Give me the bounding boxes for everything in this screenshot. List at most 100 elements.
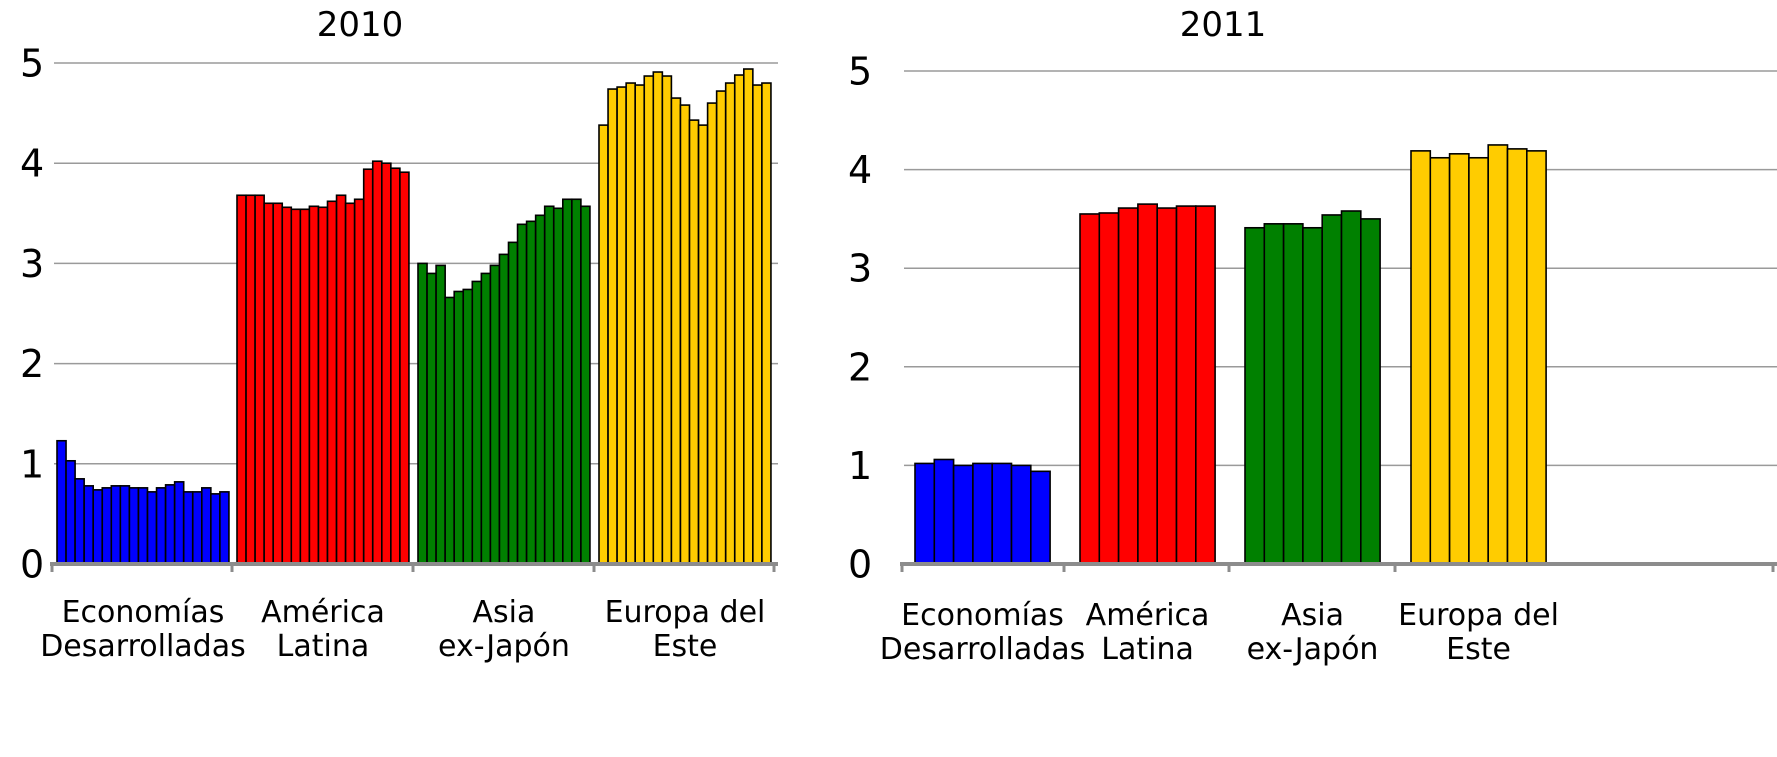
bar: [173, 481, 185, 565]
bar: [480, 272, 492, 565]
bar: [344, 202, 356, 565]
y-tick-label: 4: [20, 142, 44, 186]
bar-group: [1410, 144, 1547, 565]
bar: [110, 485, 122, 565]
bar: [634, 84, 646, 565]
bar: [697, 124, 709, 565]
bar: [263, 202, 274, 565]
bar: [1468, 156, 1490, 565]
bar: [552, 207, 564, 565]
y-tick-label: 0: [20, 543, 44, 587]
bar: [1195, 205, 1216, 565]
bar: [1526, 150, 1547, 565]
bar: [652, 71, 664, 565]
x-category-label: Desarrolladas: [880, 632, 1086, 667]
bar: [326, 200, 338, 565]
bar: [191, 491, 203, 565]
y-tick-label: 1: [848, 444, 872, 488]
bar: [1340, 210, 1362, 565]
bar: [952, 464, 974, 565]
bar: [715, 90, 727, 565]
bar: [137, 487, 149, 565]
bar: [607, 88, 618, 565]
bar: [210, 493, 221, 565]
bar: [444, 296, 455, 565]
bar: [616, 86, 627, 565]
bar: [290, 208, 302, 565]
bar: [1030, 470, 1051, 565]
bar: [643, 75, 655, 565]
x-category-label: Latina: [277, 629, 370, 664]
bar: [236, 194, 247, 565]
x-category-label: ex-Japón: [1247, 632, 1379, 667]
x-category-label: Europa del: [1398, 598, 1559, 633]
bar: [1175, 205, 1197, 565]
bar: [164, 484, 176, 565]
bar: [219, 491, 230, 565]
bar: [272, 202, 284, 565]
bar: [1429, 156, 1451, 565]
x-category-label: América: [1086, 598, 1210, 633]
bar-group: [236, 160, 410, 565]
y-tick-label: 5: [20, 42, 44, 86]
bar-group: [56, 439, 230, 565]
x-category-label: Latina: [1101, 632, 1194, 667]
bar: [1156, 207, 1178, 565]
bar: [706, 102, 718, 565]
bar: [119, 485, 131, 565]
bar: [742, 68, 754, 565]
bar: [426, 272, 437, 565]
x-category-label: Este: [1446, 632, 1511, 667]
bar: [1360, 218, 1381, 565]
y-tick-label: 3: [20, 242, 44, 286]
y-tick-label: 2: [20, 342, 44, 386]
bar: [498, 253, 510, 565]
y-tick-label: 1: [20, 442, 44, 486]
x-category-label: Este: [653, 629, 718, 664]
bar-group: [1244, 210, 1381, 565]
bar: [435, 264, 446, 565]
x-category-label: Asia: [1281, 598, 1344, 633]
bar: [83, 485, 95, 565]
bar: [733, 74, 745, 565]
chart-title: 2011: [1180, 5, 1267, 45]
chart-panel-2011: 2011 0 1 2 3 4 5 EconomíasDesarrolladasAméricaL…: [848, 5, 1777, 667]
bar: [462, 288, 474, 565]
y-tick-label: 3: [848, 247, 872, 291]
y-tick-label: 2: [848, 345, 872, 389]
bar: [1302, 226, 1324, 565]
bar: [1282, 223, 1304, 565]
bar: [317, 206, 329, 565]
bar: [525, 220, 537, 565]
bar: [308, 205, 320, 565]
x-category-label: ex-Japón: [438, 629, 570, 664]
y-tick-label: 5: [848, 50, 872, 94]
bar: [362, 168, 374, 565]
bar: [1448, 153, 1470, 565]
x-category-label: Asia: [473, 595, 536, 630]
x-category-label: Desarrolladas: [40, 629, 246, 664]
bar: [761, 82, 772, 565]
bar: [74, 478, 85, 565]
bar: [1321, 214, 1343, 565]
bar: [146, 491, 158, 565]
bar: [507, 241, 519, 565]
bar: [281, 206, 293, 565]
bar: [534, 214, 546, 565]
chart-title: 2010: [317, 5, 404, 45]
bar-group: [1079, 203, 1216, 565]
x-category-label: Europa del: [605, 595, 766, 630]
bar: [933, 458, 955, 565]
bar-group: [417, 198, 591, 565]
bar: [92, 489, 104, 565]
bar: [580, 205, 591, 565]
bar: [390, 167, 401, 565]
bar: [489, 264, 501, 565]
bar: [1410, 150, 1432, 565]
bar: [471, 280, 483, 565]
bar: [724, 82, 736, 565]
bar: [128, 487, 140, 565]
bar-group: [914, 458, 1051, 565]
